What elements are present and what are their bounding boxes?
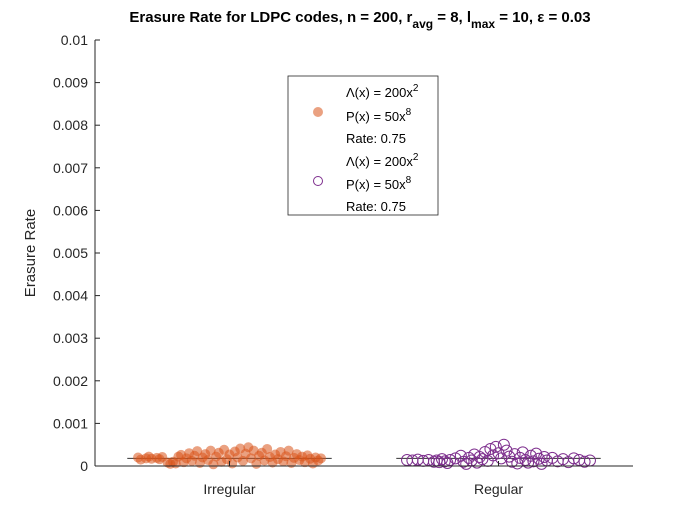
- data-point: [438, 455, 451, 468]
- data-point: [578, 455, 591, 468]
- chart-title: Erasure Rate for LDPC codes, n = 200, ra…: [129, 9, 590, 31]
- data-point: [484, 442, 497, 455]
- y-tick-label: 0: [80, 458, 88, 474]
- data-point: [538, 451, 551, 464]
- legend-regular-lambda-exp: 2: [413, 152, 419, 163]
- legend-irregular-lambda-exp: 2: [413, 83, 419, 94]
- data-point: [567, 452, 580, 465]
- y-tick-label: 0.006: [53, 202, 88, 218]
- data-point: [476, 453, 489, 466]
- y-tick-label: 0.009: [53, 75, 88, 91]
- title-subscript-max: max: [471, 17, 495, 31]
- data-point: [208, 459, 219, 470]
- data-point: [505, 455, 518, 468]
- legend-irregular-lambda: Λ(x) = 200x: [346, 85, 413, 100]
- y-tick-label: 0.01: [61, 32, 88, 48]
- legend-irregular-rho-line: P(x) = 50x8: [346, 107, 412, 124]
- x-ticks: Irregular Regular: [203, 461, 523, 497]
- legend-regular-rho-line: P(x) = 50x8: [346, 175, 412, 192]
- data-point: [524, 449, 537, 462]
- legend-regular-rho: P(x) = 50x: [346, 177, 406, 192]
- legend-irregular-rate: Rate: 0.75: [346, 131, 406, 146]
- legend-marker-regular: [313, 176, 323, 186]
- legend-box: [287, 75, 439, 216]
- y-ticks: 0 0.001 0.002 0.003 0.004 0.005 0.006 0.007 0.00…: [53, 32, 100, 474]
- y-tick-label: 0.001: [53, 415, 88, 431]
- title-part-2: = 8, l: [433, 9, 471, 26]
- legend-irregular-rho-exp: 8: [406, 107, 412, 118]
- y-tick-label: 0.003: [53, 330, 88, 346]
- title-part-1: Erasure Rate for LDPC codes, n = 200, r: [129, 9, 412, 26]
- x-tick-label: Irregular: [203, 481, 255, 497]
- data-point: [315, 453, 326, 464]
- y-tick-label: 0.002: [53, 373, 88, 389]
- legend-irregular-rho: P(x) = 50x: [346, 109, 406, 124]
- data-point: [516, 446, 529, 459]
- legend: Λ(x) = 200x2 P(x) = 50x8 Rate: 0.75 Λ(x)…: [287, 75, 439, 216]
- y-tick-label: 0.004: [53, 288, 88, 304]
- legend-regular-degree-line: Λ(x) = 200x2: [346, 152, 419, 169]
- data-point: [283, 445, 294, 456]
- data-layer: [127, 438, 601, 470]
- y-tick-label: 0.007: [53, 160, 88, 176]
- legend-regular-rate: Rate: 0.75: [346, 199, 406, 214]
- data-point: [527, 455, 540, 468]
- data-point: [500, 444, 513, 457]
- data-point: [489, 440, 502, 453]
- data-point: [449, 452, 462, 465]
- data-point: [262, 443, 273, 454]
- x-tick-label: Regular: [474, 481, 523, 497]
- legend-regular-rho-exp: 8: [406, 175, 412, 186]
- legend-regular-lambda: Λ(x) = 200x: [346, 154, 413, 169]
- title-subscript-avg: avg: [412, 17, 433, 31]
- legend-irregular-degree-line: Λ(x) = 200x2: [346, 83, 419, 100]
- legend-marker-irregular: [313, 107, 323, 117]
- data-point: [522, 456, 535, 469]
- y-tick-label: 0.005: [53, 245, 88, 261]
- y-axis-label: Erasure Rate: [22, 209, 39, 297]
- data-point: [497, 438, 510, 451]
- y-tick-label: 0.008: [53, 117, 88, 133]
- data-point: [487, 449, 500, 462]
- title-part-3: = 10, ε = 0.03: [495, 9, 591, 26]
